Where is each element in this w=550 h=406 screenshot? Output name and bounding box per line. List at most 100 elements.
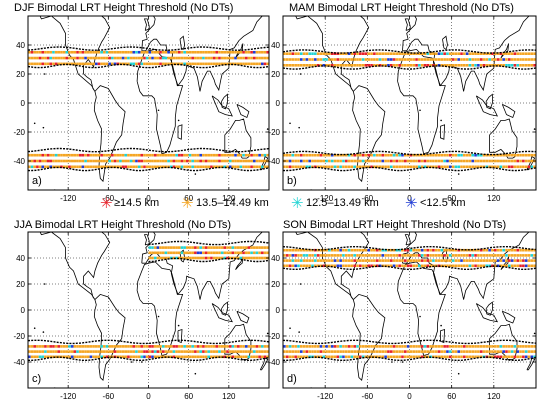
lrt-marker <box>347 64 351 67</box>
lrt-marker <box>527 264 531 268</box>
lrt-marker <box>196 350 200 353</box>
lrt-marker <box>477 259 480 262</box>
lrt-marker <box>38 355 42 359</box>
lrt-marker <box>530 153 534 157</box>
lrt-marker <box>38 159 42 163</box>
lrt-marker <box>161 159 165 163</box>
lrt-marker <box>373 355 376 359</box>
lrt-marker <box>297 254 300 257</box>
lrt-marker <box>446 52 449 55</box>
lrt-marker <box>409 350 413 353</box>
lrt-marker <box>398 259 401 262</box>
coastline <box>221 301 228 316</box>
lrt-marker <box>202 355 205 359</box>
lrt-marker <box>415 165 418 169</box>
lrt-marker <box>319 153 323 157</box>
lrt-marker <box>468 350 472 353</box>
lrt-marker <box>204 345 208 348</box>
lrt-marker <box>432 64 435 67</box>
lrt-marker <box>432 248 435 252</box>
lrt-marker <box>418 248 421 252</box>
lrt-marker <box>94 56 98 60</box>
lrt-marker <box>510 355 514 359</box>
lrt-marker <box>137 153 141 157</box>
lrt-marker <box>30 50 34 54</box>
lrt-marker <box>524 64 528 67</box>
lrt-marker <box>398 153 401 157</box>
lrt-marker <box>140 345 144 348</box>
lrt-marker <box>73 165 77 169</box>
lrt-marker <box>159 50 162 54</box>
lrt-marker <box>451 350 455 353</box>
lrt-marker <box>100 62 103 66</box>
lrt-marker <box>493 58 497 61</box>
lrt-marker <box>361 64 365 67</box>
lrt-marker <box>244 165 248 169</box>
lrt-marker <box>100 153 103 157</box>
lrt-marker <box>381 259 385 262</box>
lrt-marker <box>530 350 534 353</box>
lrt-marker <box>148 56 152 60</box>
lrt-marker <box>364 64 368 67</box>
lrt-marker <box>437 153 441 157</box>
lrt-marker <box>485 64 489 67</box>
island <box>533 128 536 130</box>
lrt-marker <box>530 345 534 348</box>
lrt-marker <box>347 254 351 257</box>
lrt-marker <box>426 254 430 257</box>
lrt-marker <box>482 153 486 157</box>
lrt-marker <box>353 52 356 55</box>
lrt-marker <box>220 350 224 353</box>
lrt-marker <box>108 355 111 359</box>
lrt-marker <box>330 159 334 163</box>
lrt-marker <box>111 62 114 66</box>
lrt-marker <box>359 259 362 262</box>
lrt-marker <box>57 62 61 66</box>
lrt-marker <box>325 52 328 55</box>
lrt-marker <box>236 50 240 54</box>
lrt-marker <box>502 64 505 67</box>
lrt-marker <box>54 56 58 60</box>
legend-marker-blue: ✳ <box>405 195 418 212</box>
lrt-marker <box>105 56 109 60</box>
lrt-marker <box>423 58 427 61</box>
lrt-marker <box>342 350 345 353</box>
lrt-marker <box>97 153 101 157</box>
lrt-marker <box>135 355 138 359</box>
lrt-marker <box>92 153 95 157</box>
island <box>134 226 136 228</box>
lrt-marker <box>151 62 154 66</box>
lrt-marker <box>448 355 452 359</box>
lrt-marker <box>364 165 368 169</box>
lrt-marker <box>207 50 211 54</box>
lrt-marker <box>291 254 295 257</box>
x-tick-label: -60 <box>103 194 115 203</box>
lrt-marker <box>406 64 410 67</box>
lrt-marker <box>319 264 323 268</box>
lrt-marker <box>423 355 427 359</box>
lrt-marker <box>81 345 85 348</box>
lrt-marker <box>204 256 208 260</box>
lrt-marker <box>510 58 514 61</box>
x-tick-label: 60 <box>184 392 193 401</box>
lrt-marker <box>30 153 34 157</box>
lrt-marker <box>194 350 197 353</box>
lrt-marker <box>429 345 432 348</box>
lrt-marker <box>446 350 449 353</box>
lrt-marker <box>519 345 522 348</box>
lrt-marker <box>199 159 203 163</box>
lrt-marker <box>244 50 248 54</box>
lrt-marker <box>316 259 320 262</box>
lrt-marker <box>285 264 289 268</box>
lrt-marker <box>333 52 337 55</box>
lrt-marker <box>409 52 413 55</box>
lrt-marker <box>127 350 130 353</box>
island <box>194 372 197 375</box>
lrt-marker <box>161 350 165 353</box>
lrt-marker <box>454 159 458 163</box>
lrt-marker <box>252 345 256 348</box>
lrt-marker <box>375 248 379 252</box>
lrt-marker <box>510 248 514 252</box>
lrt-marker <box>291 345 295 348</box>
lrt-marker <box>496 153 500 157</box>
